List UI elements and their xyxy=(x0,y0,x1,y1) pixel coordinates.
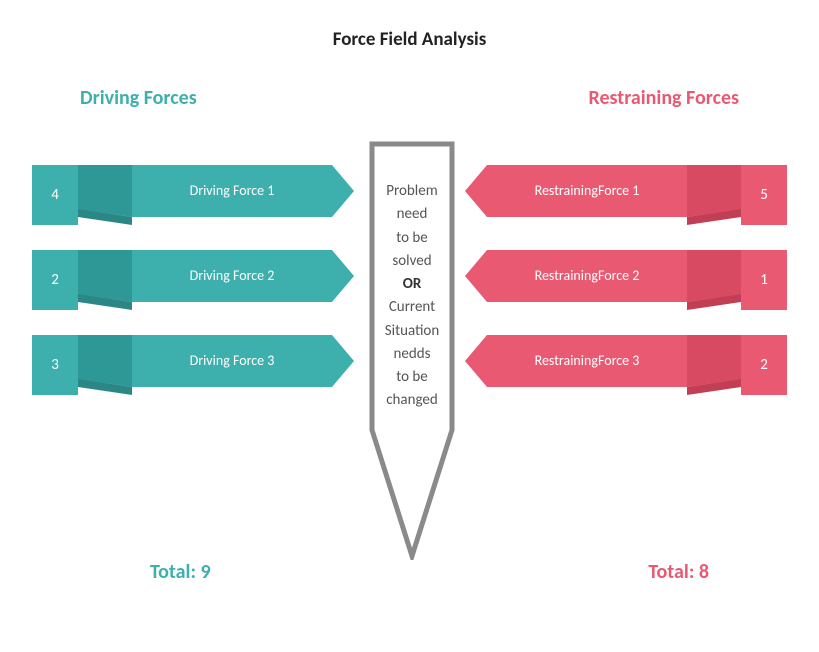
driving-score: 2 xyxy=(32,250,78,310)
arrow-head-icon xyxy=(465,165,487,217)
driving-force-row: 2 Driving Force 2 xyxy=(32,250,332,310)
center-line: nedds xyxy=(394,345,431,363)
restraining-force-label: RestrainingForce 2 xyxy=(487,250,687,302)
arrow-head-icon xyxy=(332,165,354,217)
center-line: Problem xyxy=(386,182,437,200)
driving-total: Total: 9 xyxy=(150,560,211,584)
restraining-arrow: RestrainingForce 1 xyxy=(487,165,741,225)
arrow-head-icon xyxy=(332,250,354,302)
restraining-total: Total: 8 xyxy=(648,560,709,584)
center-line: changed xyxy=(386,391,438,409)
center-line: solved xyxy=(392,252,431,270)
driving-force-row: 4 Driving Force 1 xyxy=(32,165,332,225)
driving-score: 3 xyxy=(32,335,78,395)
arrow-head-icon xyxy=(332,335,354,387)
restraining-force-row: 5 RestrainingForce 1 xyxy=(487,165,787,225)
restraining-force-label: RestrainingForce 3 xyxy=(487,335,687,387)
restraining-score: 5 xyxy=(741,165,787,225)
center-line: to be xyxy=(396,229,428,247)
arrow-head-icon xyxy=(465,335,487,387)
restraining-arrow: RestrainingForce 2 xyxy=(487,250,741,310)
restraining-score: 1 xyxy=(741,250,787,310)
driving-force-label: Driving Force 2 xyxy=(132,250,332,302)
driving-score: 4 xyxy=(32,165,78,225)
center-or: OR xyxy=(403,275,422,293)
driving-force-label: Driving Force 3 xyxy=(132,335,332,387)
restraining-arrow: RestrainingForce 3 xyxy=(487,335,741,395)
driving-arrow: Driving Force 3 xyxy=(78,335,332,395)
driving-arrow: Driving Force 1 xyxy=(78,165,332,225)
center-text: Problem need to be solved OR Current Sit… xyxy=(362,180,462,413)
center-line: Situation xyxy=(385,322,439,340)
driving-force-row: 3 Driving Force 3 xyxy=(32,335,332,395)
driving-heading: Driving Forces xyxy=(80,86,197,110)
restraining-force-row: 1 RestrainingForce 2 xyxy=(487,250,787,310)
center-line: need xyxy=(397,205,428,223)
restraining-force-label: RestrainingForce 1 xyxy=(487,165,687,217)
driving-arrow: Driving Force 2 xyxy=(78,250,332,310)
center-line: to be xyxy=(396,368,428,386)
restraining-heading: Restraining Forces xyxy=(589,86,740,110)
arrow-head-icon xyxy=(465,250,487,302)
restraining-score: 2 xyxy=(741,335,787,395)
center-line: Current xyxy=(389,298,435,316)
restraining-force-row: 2 RestrainingForce 3 xyxy=(487,335,787,395)
driving-force-label: Driving Force 1 xyxy=(132,165,332,217)
page-title: Force Field Analysis xyxy=(0,28,819,51)
